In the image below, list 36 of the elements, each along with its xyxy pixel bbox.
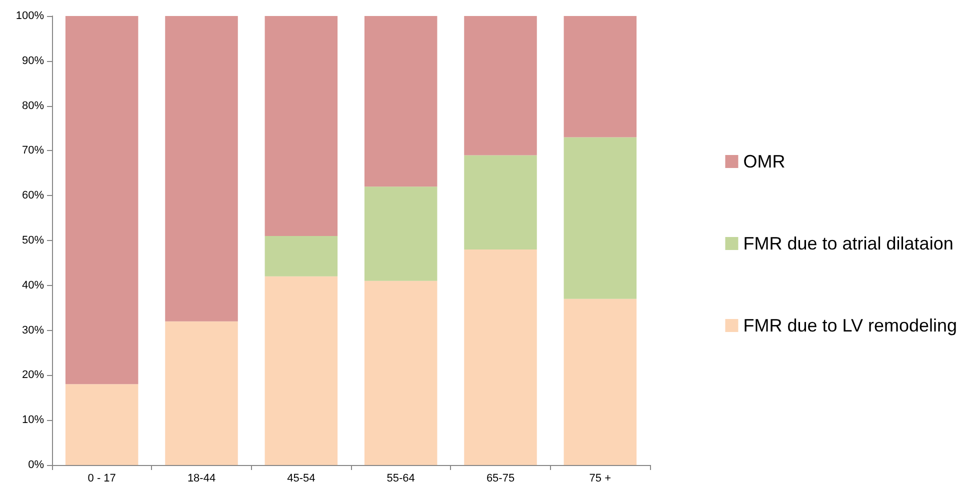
bar (264, 236, 338, 276)
legend-label: FMR due to LV remodeling (743, 316, 958, 336)
bar (65, 384, 138, 465)
y-tick-label: 100% (16, 10, 44, 22)
bar (364, 280, 438, 465)
legend-label: OMR (743, 152, 786, 172)
x-tick-label: 45-54 (287, 472, 316, 484)
bar (165, 16, 238, 322)
y-tick-label: 60% (22, 190, 44, 202)
y-tick-label: 10% (22, 414, 44, 426)
x-tick-label: 0 - 17 (88, 472, 116, 484)
y-tick-label: 0% (28, 459, 44, 471)
x-tick-label: 75 + (589, 472, 612, 484)
bar (165, 321, 238, 465)
x-tick-label: 65-75 (486, 472, 515, 484)
bar (464, 16, 537, 156)
y-tick-label: 40% (22, 279, 44, 292)
x-tick-label: 18-44 (187, 472, 216, 484)
bar (264, 276, 338, 465)
bar (364, 16, 438, 187)
y-tick-label: 30% (22, 324, 44, 336)
bar (364, 186, 438, 281)
y-tick-label: 20% (22, 369, 44, 382)
y-tick-label: 90% (22, 54, 44, 67)
x-tick-label: 55-64 (386, 472, 415, 484)
y-tick-label: 50% (22, 234, 44, 246)
bar (564, 16, 637, 138)
bar (264, 16, 338, 236)
y-tick-label: 70% (22, 144, 44, 157)
bar (464, 155, 537, 250)
bar (464, 249, 537, 465)
bar (65, 16, 138, 384)
legend-label: FMR due to atrial dilataion (743, 234, 954, 254)
bar (564, 137, 637, 299)
bar (564, 298, 637, 465)
y-tick-label: 80% (22, 100, 44, 112)
